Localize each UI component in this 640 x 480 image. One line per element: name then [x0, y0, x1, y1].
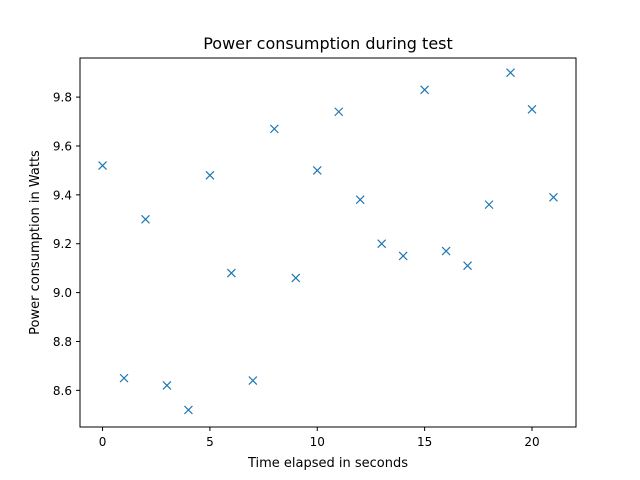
data-point [226, 268, 236, 278]
y-tick-label: 9.8 [53, 91, 72, 105]
plot-area [80, 58, 576, 427]
data-point [398, 251, 408, 261]
x-axis-label: Time elapsed in seconds [247, 456, 408, 471]
data-point [162, 381, 172, 390]
data-point [291, 273, 301, 283]
data-point [377, 239, 387, 249]
data-point [98, 161, 107, 170]
y-tick-label: 9.6 [53, 139, 72, 153]
y-axis-label: Power consumption in Watts [28, 150, 43, 335]
data-point [527, 104, 537, 114]
data-points [98, 68, 558, 415]
data-point [420, 85, 430, 95]
data-point [484, 200, 494, 210]
data-point [549, 192, 558, 202]
data-point [312, 165, 322, 175]
y-tick-label: 9.0 [53, 286, 72, 300]
data-point [441, 246, 451, 256]
data-point [248, 376, 258, 385]
y-tick-label: 8.6 [53, 384, 72, 398]
x-axis-ticks: 0 5 10 15 20 [99, 427, 540, 449]
y-tick-label: 9.2 [53, 237, 72, 251]
data-point [184, 405, 193, 415]
y-tick-label: 8.8 [53, 335, 72, 349]
data-point [355, 195, 365, 205]
data-point [334, 107, 344, 117]
data-point [141, 214, 150, 224]
x-tick-label: 5 [206, 435, 214, 449]
data-point [506, 68, 515, 78]
data-point [463, 261, 472, 271]
x-tick-label: 10 [310, 435, 325, 449]
y-tick-label: 9.4 [53, 188, 72, 202]
x-tick-label: 20 [524, 435, 539, 449]
x-tick-label: 0 [99, 435, 107, 449]
chart-title: Power consumption during test [203, 34, 453, 53]
plot-frame [79, 57, 577, 428]
x-tick-label: 15 [417, 435, 432, 449]
data-point [269, 124, 279, 134]
y-axis-ticks: 8.6 8.8 9.0 9.2 9.4 9.6 9.8 [53, 91, 80, 398]
data-point [205, 170, 215, 180]
data-point [119, 373, 129, 383]
